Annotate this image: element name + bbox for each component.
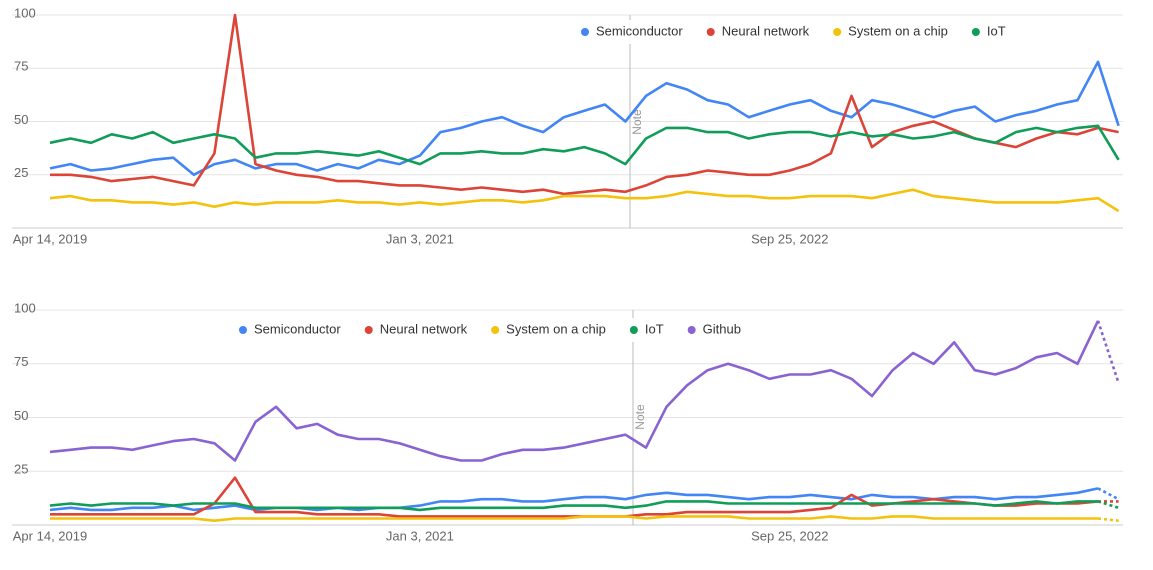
legend-dot [581, 28, 589, 36]
legend-dot [491, 326, 500, 334]
y-tick-label: 25 [14, 165, 28, 180]
series-line [49, 487, 1099, 512]
legend-dot [971, 28, 980, 36]
legend-label: Neural network [722, 23, 810, 38]
legend-label: System on a chip [848, 23, 948, 38]
series-line [49, 500, 1098, 512]
legend-background [573, 20, 1022, 44]
legend-label: Github [703, 321, 741, 336]
legend-label: Semiconductor [254, 321, 341, 336]
y-tick-label: 75 [14, 59, 28, 74]
series-line [49, 124, 1120, 166]
legend-label: System on a chip [506, 321, 606, 336]
note-label: Note [630, 109, 644, 135]
legend-dot [833, 28, 842, 36]
legend-label: Semiconductor [596, 23, 683, 38]
x-tick-label: Sep 25, 2022 [751, 231, 828, 246]
legend-label: IoT [645, 321, 664, 336]
x-tick-label: Apr 14, 2019 [13, 231, 87, 246]
legend-dot [687, 326, 696, 334]
series-line [50, 13, 1119, 196]
series-line [1097, 487, 1120, 501]
series-line [49, 188, 1120, 213]
x-tick-label: Sep 25, 2022 [751, 528, 828, 543]
series-line [1097, 500, 1119, 510]
legend-dot [706, 28, 715, 36]
legend-dot [364, 326, 373, 334]
series-line [49, 320, 1100, 462]
x-tick-label: Apr 14, 2019 [13, 528, 87, 543]
legend-dot [239, 326, 247, 334]
x-tick-label: Jan 3, 2021 [386, 231, 454, 246]
y-tick-label: 50 [14, 112, 28, 127]
y-tick-label: 25 [14, 462, 28, 477]
note-label: Note [633, 404, 647, 430]
series-line [50, 515, 1098, 522]
y-tick-label: 100 [14, 300, 36, 315]
x-tick-label: Jan 3, 2021 [386, 528, 454, 543]
legend-label: Neural network [380, 321, 468, 336]
series-line [1097, 517, 1119, 522]
y-tick-label: 75 [14, 354, 28, 369]
series-line [49, 60, 1120, 177]
legend-dot [629, 326, 638, 334]
legend-label: IoT [987, 23, 1006, 38]
y-tick-label: 50 [14, 408, 28, 423]
series-line [1096, 320, 1120, 384]
y-tick-label: 100 [14, 5, 36, 20]
